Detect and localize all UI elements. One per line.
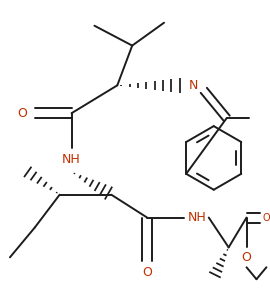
Text: O: O	[142, 266, 152, 279]
Text: O: O	[17, 107, 27, 120]
Text: NH: NH	[187, 211, 206, 224]
Text: O: O	[242, 251, 251, 264]
Text: NH: NH	[62, 153, 81, 166]
Text: O: O	[263, 213, 270, 223]
Text: N: N	[189, 79, 198, 92]
